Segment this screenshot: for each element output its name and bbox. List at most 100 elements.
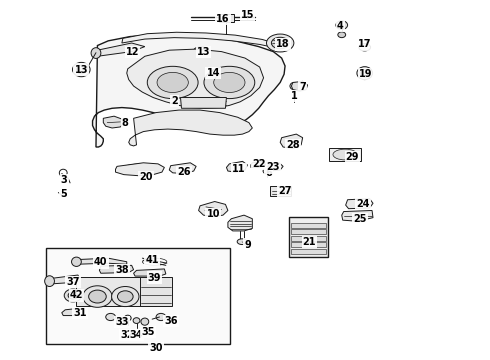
Text: 33: 33 [115,317,128,327]
Text: 13: 13 [74,64,88,75]
Ellipse shape [338,32,345,38]
Text: 42: 42 [70,291,83,301]
Text: 9: 9 [244,239,251,249]
Ellipse shape [193,46,209,57]
Ellipse shape [45,276,54,287]
Ellipse shape [147,66,198,99]
Bar [291,229,326,234]
Text: 17: 17 [358,40,371,49]
Text: 29: 29 [346,152,359,162]
Polygon shape [345,199,373,209]
Text: 35: 35 [142,327,155,337]
Ellipse shape [91,48,101,58]
Ellipse shape [151,64,185,80]
Ellipse shape [117,318,124,325]
Polygon shape [228,215,252,231]
Ellipse shape [333,149,357,160]
Text: 4: 4 [337,21,343,31]
Text: 39: 39 [148,273,161,283]
Ellipse shape [336,21,347,30]
Polygon shape [267,163,283,171]
Bar [140,277,172,306]
Polygon shape [103,116,124,128]
Text: 20: 20 [140,172,153,182]
Text: 8: 8 [122,118,129,128]
Polygon shape [198,202,228,217]
Text: 2: 2 [171,96,177,106]
Polygon shape [96,43,145,56]
Text: 26: 26 [177,167,191,177]
Polygon shape [129,110,252,146]
Ellipse shape [271,37,289,49]
Ellipse shape [72,257,81,266]
Text: 40: 40 [94,257,108,267]
Bar [329,148,361,161]
Text: 21: 21 [303,237,316,247]
Ellipse shape [359,44,370,51]
Ellipse shape [141,318,149,325]
Text: 13: 13 [196,46,210,57]
Text: 3: 3 [61,175,68,185]
Text: 41: 41 [146,255,159,265]
Polygon shape [180,98,226,108]
Polygon shape [226,161,247,172]
Polygon shape [134,269,166,276]
Polygon shape [76,258,127,264]
Ellipse shape [157,72,188,93]
Text: 31: 31 [73,308,87,318]
Ellipse shape [214,72,245,93]
Text: 37: 37 [66,277,80,287]
Text: 27: 27 [278,186,292,197]
Polygon shape [280,134,303,148]
Ellipse shape [133,318,140,323]
Text: 14: 14 [206,68,220,78]
Text: 34: 34 [130,330,143,340]
Ellipse shape [290,82,298,90]
Bar [289,217,328,257]
Polygon shape [62,309,80,316]
Ellipse shape [118,291,133,302]
Text: 30: 30 [149,343,163,353]
Bar [291,236,326,240]
Ellipse shape [267,34,294,52]
Text: 36: 36 [164,316,177,325]
Text: 5: 5 [60,189,67,199]
Polygon shape [169,163,196,174]
Ellipse shape [156,314,166,320]
Polygon shape [116,163,164,176]
Ellipse shape [68,292,78,299]
Text: 16: 16 [216,14,230,24]
Polygon shape [99,265,134,273]
Ellipse shape [64,289,82,302]
Polygon shape [251,161,266,167]
Polygon shape [49,275,80,284]
Bar [291,242,326,247]
Text: 12: 12 [126,46,139,57]
Bar [46,248,230,344]
Text: 11: 11 [232,164,246,174]
Polygon shape [122,32,274,47]
Text: 10: 10 [206,209,220,219]
Text: 15: 15 [241,10,254,20]
Bar [291,249,326,253]
Text: 7: 7 [299,82,306,92]
Ellipse shape [360,69,369,77]
Bar [270,186,291,196]
Polygon shape [127,49,264,108]
Ellipse shape [89,290,106,303]
Text: 24: 24 [357,199,370,210]
Text: 22: 22 [252,159,266,169]
Ellipse shape [76,65,86,74]
Text: 6: 6 [265,168,272,178]
Ellipse shape [83,286,112,307]
Text: 28: 28 [286,140,300,150]
Ellipse shape [73,62,90,77]
Ellipse shape [204,66,255,99]
Ellipse shape [357,67,372,80]
Text: 18: 18 [276,40,290,49]
Text: 25: 25 [353,215,367,224]
Ellipse shape [237,239,247,244]
Bar [219,14,234,22]
Bar [291,223,326,228]
Text: 1: 1 [291,91,297,101]
